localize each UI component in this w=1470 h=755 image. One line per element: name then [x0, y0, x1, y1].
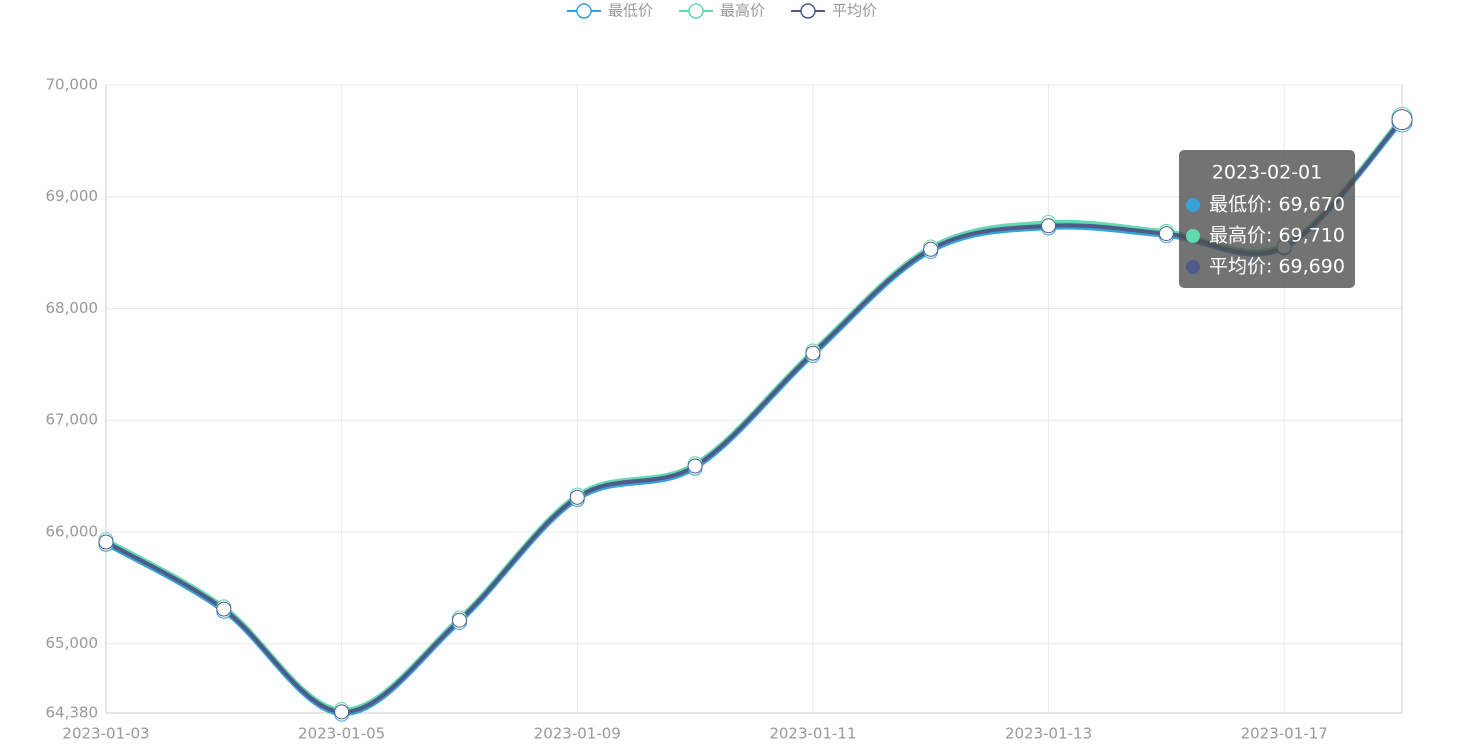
legend-icon	[576, 3, 592, 19]
tooltip-box	[1179, 150, 1355, 288]
data-point	[805, 345, 821, 361]
x-tick-label: 2023-01-11	[769, 725, 856, 743]
legend-label: 最高价	[720, 2, 765, 20]
data-point	[451, 612, 467, 628]
tooltip-title: 2023-02-01	[1212, 162, 1322, 184]
data-point	[569, 489, 585, 505]
data-point	[687, 458, 703, 474]
tooltip-dot	[1186, 260, 1200, 274]
y-tick-label: 68,000	[46, 299, 99, 317]
tooltip-dot	[1186, 198, 1200, 212]
tooltip: 2023-02-01 最低价: 69,670 最高价: 69,710 平均价: 69,…	[1179, 150, 1355, 288]
data-point	[98, 534, 114, 550]
data-point	[216, 601, 232, 617]
legend-item[interactable]: 平均价	[791, 2, 877, 20]
legend-label: 平均价	[832, 2, 877, 20]
data-point	[1391, 109, 1413, 131]
y-tick-label: 70,000	[46, 76, 99, 94]
legend-icon	[800, 3, 816, 19]
y-tick-label: 69,000	[46, 187, 99, 205]
data-point	[923, 241, 939, 257]
legend-item[interactable]: 最高价	[679, 2, 765, 20]
tooltip-row: 最高价: 69,710	[1209, 225, 1345, 247]
legend-item[interactable]: 最低价	[567, 2, 653, 20]
y-tick-label: 64,380	[46, 704, 99, 722]
x-tick-label: 2023-01-13	[1005, 725, 1092, 743]
y-tick-label: 65,000	[46, 634, 99, 652]
x-tick-label: 2023-01-03	[62, 725, 149, 743]
x-tick-label: 2023-01-05	[298, 725, 385, 743]
legend-icon	[688, 3, 704, 19]
tooltip-row: 最低价: 69,670	[1209, 194, 1345, 216]
tooltip-dot	[1186, 229, 1200, 243]
y-tick-label: 66,000	[46, 522, 99, 540]
data-point	[1041, 218, 1057, 234]
y-tick-label: 67,000	[46, 411, 99, 429]
x-tick-label: 2023-01-09	[534, 725, 621, 743]
data-point	[1158, 226, 1174, 242]
x-tick-label: 2023-01-17	[1241, 725, 1328, 743]
tooltip-row: 平均价: 69,690	[1209, 256, 1345, 278]
data-point	[334, 704, 350, 720]
legend-label: 最低价	[608, 2, 653, 20]
